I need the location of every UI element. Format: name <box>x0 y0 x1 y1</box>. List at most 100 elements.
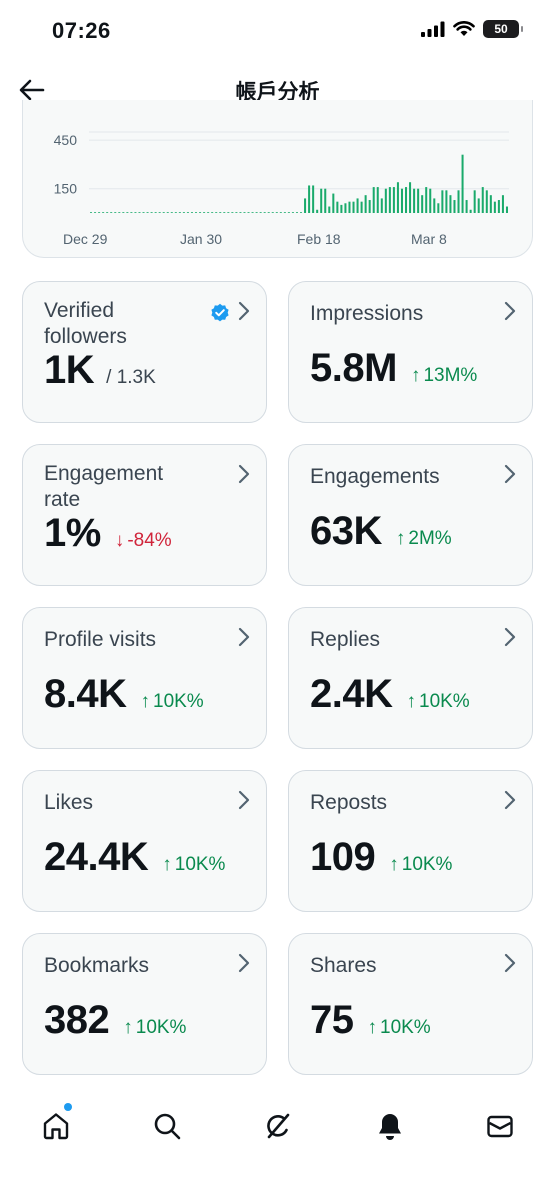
metric-change-value: 10K% <box>135 1017 187 1038</box>
metric-card-profile-visits[interactable]: Profile visits 8.4K ↑ 10K% <box>22 607 267 749</box>
chart-bar <box>259 212 262 213</box>
chart-bar <box>356 198 359 213</box>
chart-bar <box>433 198 436 213</box>
chart-bar <box>178 212 181 213</box>
tab-notifications[interactable] <box>368 1104 412 1148</box>
arrow-up-icon: ↑ <box>140 691 151 712</box>
metric-label: Likes <box>44 791 94 814</box>
metric-value-row: 1K / 1.3K <box>44 348 156 393</box>
chart-bar <box>114 212 117 213</box>
chevron-right-icon <box>238 301 250 321</box>
bar-chart: 450 150 Dec 29 Jan 30 Feb 18 Mar 8 <box>54 131 509 247</box>
chart-bar <box>247 212 250 213</box>
chart-bar <box>223 212 226 213</box>
tab-home[interactable] <box>34 1103 78 1148</box>
metric-change: ↓ -84% <box>115 530 172 552</box>
chart-bar <box>316 209 319 213</box>
metric-card-engagements[interactable]: Engagements 63K ↑ 2M% <box>288 444 533 586</box>
metric-value-row: 382 ↑ 10K% <box>44 998 186 1043</box>
chart-card[interactable]: 450 150 Dec 29 Jan 30 Feb 18 Mar 8 <box>22 100 533 258</box>
bottom-tab-bar <box>0 1086 555 1200</box>
chart-bar <box>255 212 258 213</box>
metric-change-value: 10K% <box>174 854 226 875</box>
chart-bar <box>263 212 266 213</box>
chart-bar <box>195 212 198 213</box>
chart-bar <box>352 201 355 213</box>
tab-grok[interactable] <box>256 1104 300 1148</box>
metric-value-row: 63K ↑ 2M% <box>310 509 452 554</box>
back-arrow-icon <box>19 79 45 101</box>
chevron-right-icon <box>238 953 250 973</box>
metric-card-engagement-rate[interactable]: Engagement rate 1% ↓ -84% <box>22 444 267 586</box>
chart-bar <box>376 187 379 213</box>
page-title: 帳戶分析 <box>235 81 320 104</box>
chart-bar <box>130 212 133 213</box>
chart-bar <box>227 212 230 213</box>
chevron-right-icon <box>238 790 250 810</box>
chart-bar <box>324 188 327 213</box>
metric-label: Reposts <box>310 791 388 814</box>
metric-change-value: 10K% <box>419 691 470 712</box>
chart-bar <box>421 195 424 213</box>
y-tick-label: 450 <box>54 132 78 148</box>
metric-change-value: 13M% <box>423 365 478 386</box>
chart-bar <box>146 212 149 213</box>
chart-bar <box>449 195 452 213</box>
chart-bar <box>231 212 234 213</box>
chart-bar <box>409 182 412 213</box>
chart-bar <box>287 212 290 213</box>
arrow-up-icon: ↑ <box>367 1017 378 1038</box>
metric-label: Engagements <box>310 465 440 488</box>
tab-messages[interactable] <box>478 1104 522 1148</box>
chart-bar <box>182 212 185 213</box>
chart-bar <box>174 212 177 213</box>
chart-bar <box>336 201 339 213</box>
chart-bar <box>251 212 254 213</box>
chevron-right-icon <box>238 464 250 484</box>
chart-bar <box>267 212 270 213</box>
tab-search[interactable] <box>145 1104 189 1148</box>
metric-card-reposts[interactable]: Reposts 109 ↑ 10K% <box>288 770 533 912</box>
arrow-up-icon: ↑ <box>123 1017 133 1038</box>
metric-card-shares[interactable]: Shares 75 ↑ 10K% <box>288 933 533 1075</box>
metric-change: ↑ 10K% <box>389 854 452 876</box>
chart-bar <box>453 200 456 213</box>
chart-bar <box>279 212 282 213</box>
metric-card-verified-followers[interactable]: Verified followers 1K / 1.3K <box>22 281 267 423</box>
metric-card-likes[interactable]: Likes 24.4K ↑ 10K% <box>22 770 267 912</box>
arrow-up-icon: ↑ <box>389 854 399 875</box>
chart-bar <box>505 206 508 213</box>
back-button[interactable] <box>16 74 48 106</box>
chart-bar <box>295 212 298 213</box>
chart-bar <box>457 190 460 213</box>
chart-bar <box>98 212 101 213</box>
chart-bar <box>304 198 307 213</box>
header: 帳戶分析 <box>0 64 555 116</box>
metric-label: Replies <box>310 628 381 651</box>
chart-bar <box>275 212 278 213</box>
metric-value: 24.4K <box>44 835 149 879</box>
chart-bar <box>300 212 303 213</box>
chart-bar <box>348 201 351 213</box>
metric-card-impressions[interactable]: Impressions 5.8M ↑ 13M% <box>288 281 533 423</box>
metric-card-replies[interactable]: Replies 2.4K ↑ 10K% <box>288 607 533 749</box>
metric-card-bookmarks[interactable]: Bookmarks 382 ↑ 10K% <box>22 933 267 1075</box>
metric-change: ↑ 10K% <box>141 691 204 713</box>
metric-change: ↑ 13M% <box>411 365 477 387</box>
chart-bar <box>94 212 97 213</box>
metric-value-row: 5.8M ↑ 13M% <box>310 346 477 391</box>
chart-bar <box>110 212 113 213</box>
metric-change: ↑ 10K% <box>368 1017 431 1039</box>
metric-value: 8.4K <box>44 672 127 716</box>
chevron-right-icon <box>238 627 250 647</box>
chart-bar <box>461 154 464 213</box>
chart-bar <box>485 190 488 213</box>
chart-bar <box>170 212 173 213</box>
metric-value-row: 75 ↑ 10K% <box>310 998 431 1043</box>
metric-label: Bookmarks <box>44 954 150 977</box>
metric-value: 1K <box>44 348 95 392</box>
chart-bar <box>429 188 432 213</box>
metric-label: Shares <box>310 954 377 977</box>
metric-label: Profile visits <box>44 628 157 651</box>
metric-value-row: 24.4K ↑ 10K% <box>44 835 225 880</box>
